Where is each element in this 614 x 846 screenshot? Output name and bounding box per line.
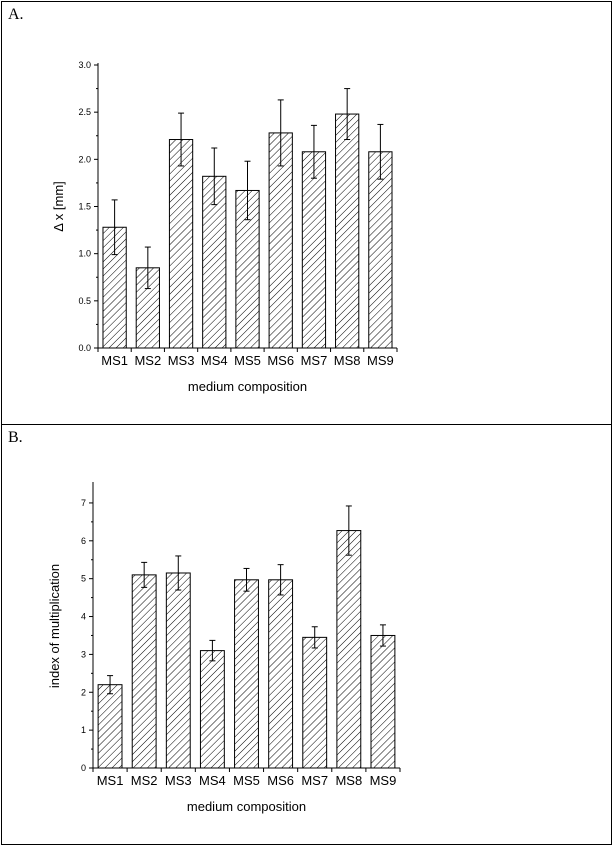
bar-ms9 (368, 151, 393, 349)
y-tick-label: 1 (81, 725, 86, 735)
chart-panel-b: B. 0 1 2 3 4 5 6 7 MS1 MS2 MS3 MS4 MS5 MS6 MS7 MS8 MS9 me… (1, 424, 612, 845)
bar-ms3 (168, 139, 194, 349)
bar-ms6 (268, 579, 294, 769)
x-category-label: MS4 (201, 353, 228, 368)
y-tick-label: 1.0 (78, 249, 91, 259)
panel-label-a: A. (8, 6, 24, 23)
y-tick-label: 3.0 (78, 60, 91, 70)
bar-ms8 (336, 530, 362, 769)
y-tick-label: 1.5 (78, 202, 91, 212)
bar-ms9 (370, 634, 396, 769)
y-tick-label: 0 (81, 763, 86, 773)
x-category-label: MS7 (301, 353, 328, 368)
x-axis-title: medium composition (188, 379, 307, 394)
y-tick-label: 5 (81, 574, 86, 584)
x-category-label: MS5 (233, 773, 260, 788)
chart-b-svg: 0 1 2 3 4 5 6 7 MS1 MS2 MS3 MS4 MS5 MS6 MS7 MS8 MS9 mediu… (47, 482, 401, 814)
y-axis-title: Δ x [mm] (51, 181, 66, 232)
x-axis-title: medium composition (187, 799, 306, 814)
y-tick-label: 7 (81, 498, 86, 508)
x-category-label: MS9 (370, 773, 397, 788)
y-axis-title: index of multiplication (47, 564, 62, 688)
x-category-label: MS2 (131, 773, 158, 788)
y-tick-label: 4 (81, 612, 86, 622)
y-tick-label: 2.5 (78, 107, 91, 117)
bar-ms4 (199, 650, 225, 769)
bar-ms8 (335, 113, 360, 349)
y-tick-label: 0.5 (78, 296, 91, 306)
x-category-label: MS3 (168, 353, 195, 368)
x-category-label: MS1 (97, 773, 124, 788)
x-category-label: MS1 (101, 353, 128, 368)
chart-panel-a: A. 0.0 0.5 1.0 1.5 2.0 2.5 3.0 MS1 MS2 MS3 MS4 MS5 M… (1, 1, 612, 425)
x-category-label: MS3 (165, 773, 192, 788)
bar-ms7 (302, 636, 328, 769)
bar-ms2 (131, 574, 157, 769)
y-tick-label: 2.0 (78, 154, 91, 164)
y-tick-label: 2 (81, 687, 86, 697)
bar-ms5 (234, 579, 259, 769)
x-category-label: MS8 (335, 773, 362, 788)
y-tick-label: 6 (81, 536, 86, 546)
y-tick-label: 0.0 (78, 343, 91, 353)
x-category-label: MS6 (267, 353, 294, 368)
x-category-label: MS6 (267, 773, 294, 788)
panel-label-b: B. (8, 429, 23, 446)
x-category-label: MS5 (234, 353, 261, 368)
x-category-label: MS9 (367, 353, 394, 368)
x-category-label: MS2 (134, 353, 161, 368)
x-category-label: MS4 (199, 773, 226, 788)
y-tick-label: 3 (81, 649, 86, 659)
x-category-label: MS7 (301, 773, 328, 788)
chart-a-svg: 0.0 0.5 1.0 1.5 2.0 2.5 3.0 MS1 MS2 MS3 MS4 MS5 MS6 M… (51, 60, 398, 394)
x-category-label: MS8 (334, 353, 361, 368)
bar-ms3 (165, 572, 191, 769)
bar-ms1 (97, 684, 123, 769)
bar-ms7 (301, 151, 327, 349)
